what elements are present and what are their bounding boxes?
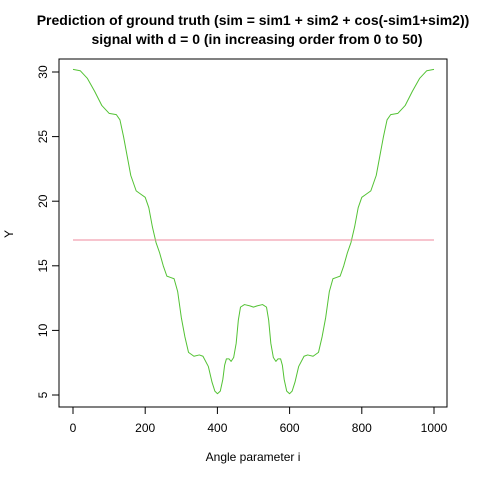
- series-layer: [72, 68, 435, 395]
- chart-title-line1: Prediction of ground truth (sim = sim1 +…: [37, 12, 470, 28]
- x-axis: 0 200 400 600 800 1000: [70, 406, 448, 435]
- y-tick-label: 20: [36, 194, 50, 208]
- x-axis-label: Angle parameter i: [206, 450, 301, 464]
- x-tick-label: 1000: [421, 421, 448, 435]
- y-tick-label: 10: [36, 323, 50, 337]
- series-line-green: [72, 68, 435, 395]
- y-tick-label: 15: [36, 259, 50, 273]
- y-axis-label: Y: [2, 230, 16, 238]
- x-tick-label: 400: [207, 421, 227, 435]
- x-tick-label: 600: [280, 421, 300, 435]
- y-tick-label: 5: [36, 391, 50, 398]
- y-tick-label: 30: [36, 65, 50, 79]
- x-tick-label: 800: [352, 421, 372, 435]
- x-tick-label: 0: [70, 421, 77, 435]
- y-axis: 5 10 15 20 25 30: [36, 65, 60, 398]
- plot-frame: [58, 58, 448, 408]
- chart-title-line2: signal with d = 0 (in increasing order f…: [91, 31, 422, 47]
- x-tick-label: 200: [135, 421, 155, 435]
- y-tick-label: 25: [36, 130, 50, 144]
